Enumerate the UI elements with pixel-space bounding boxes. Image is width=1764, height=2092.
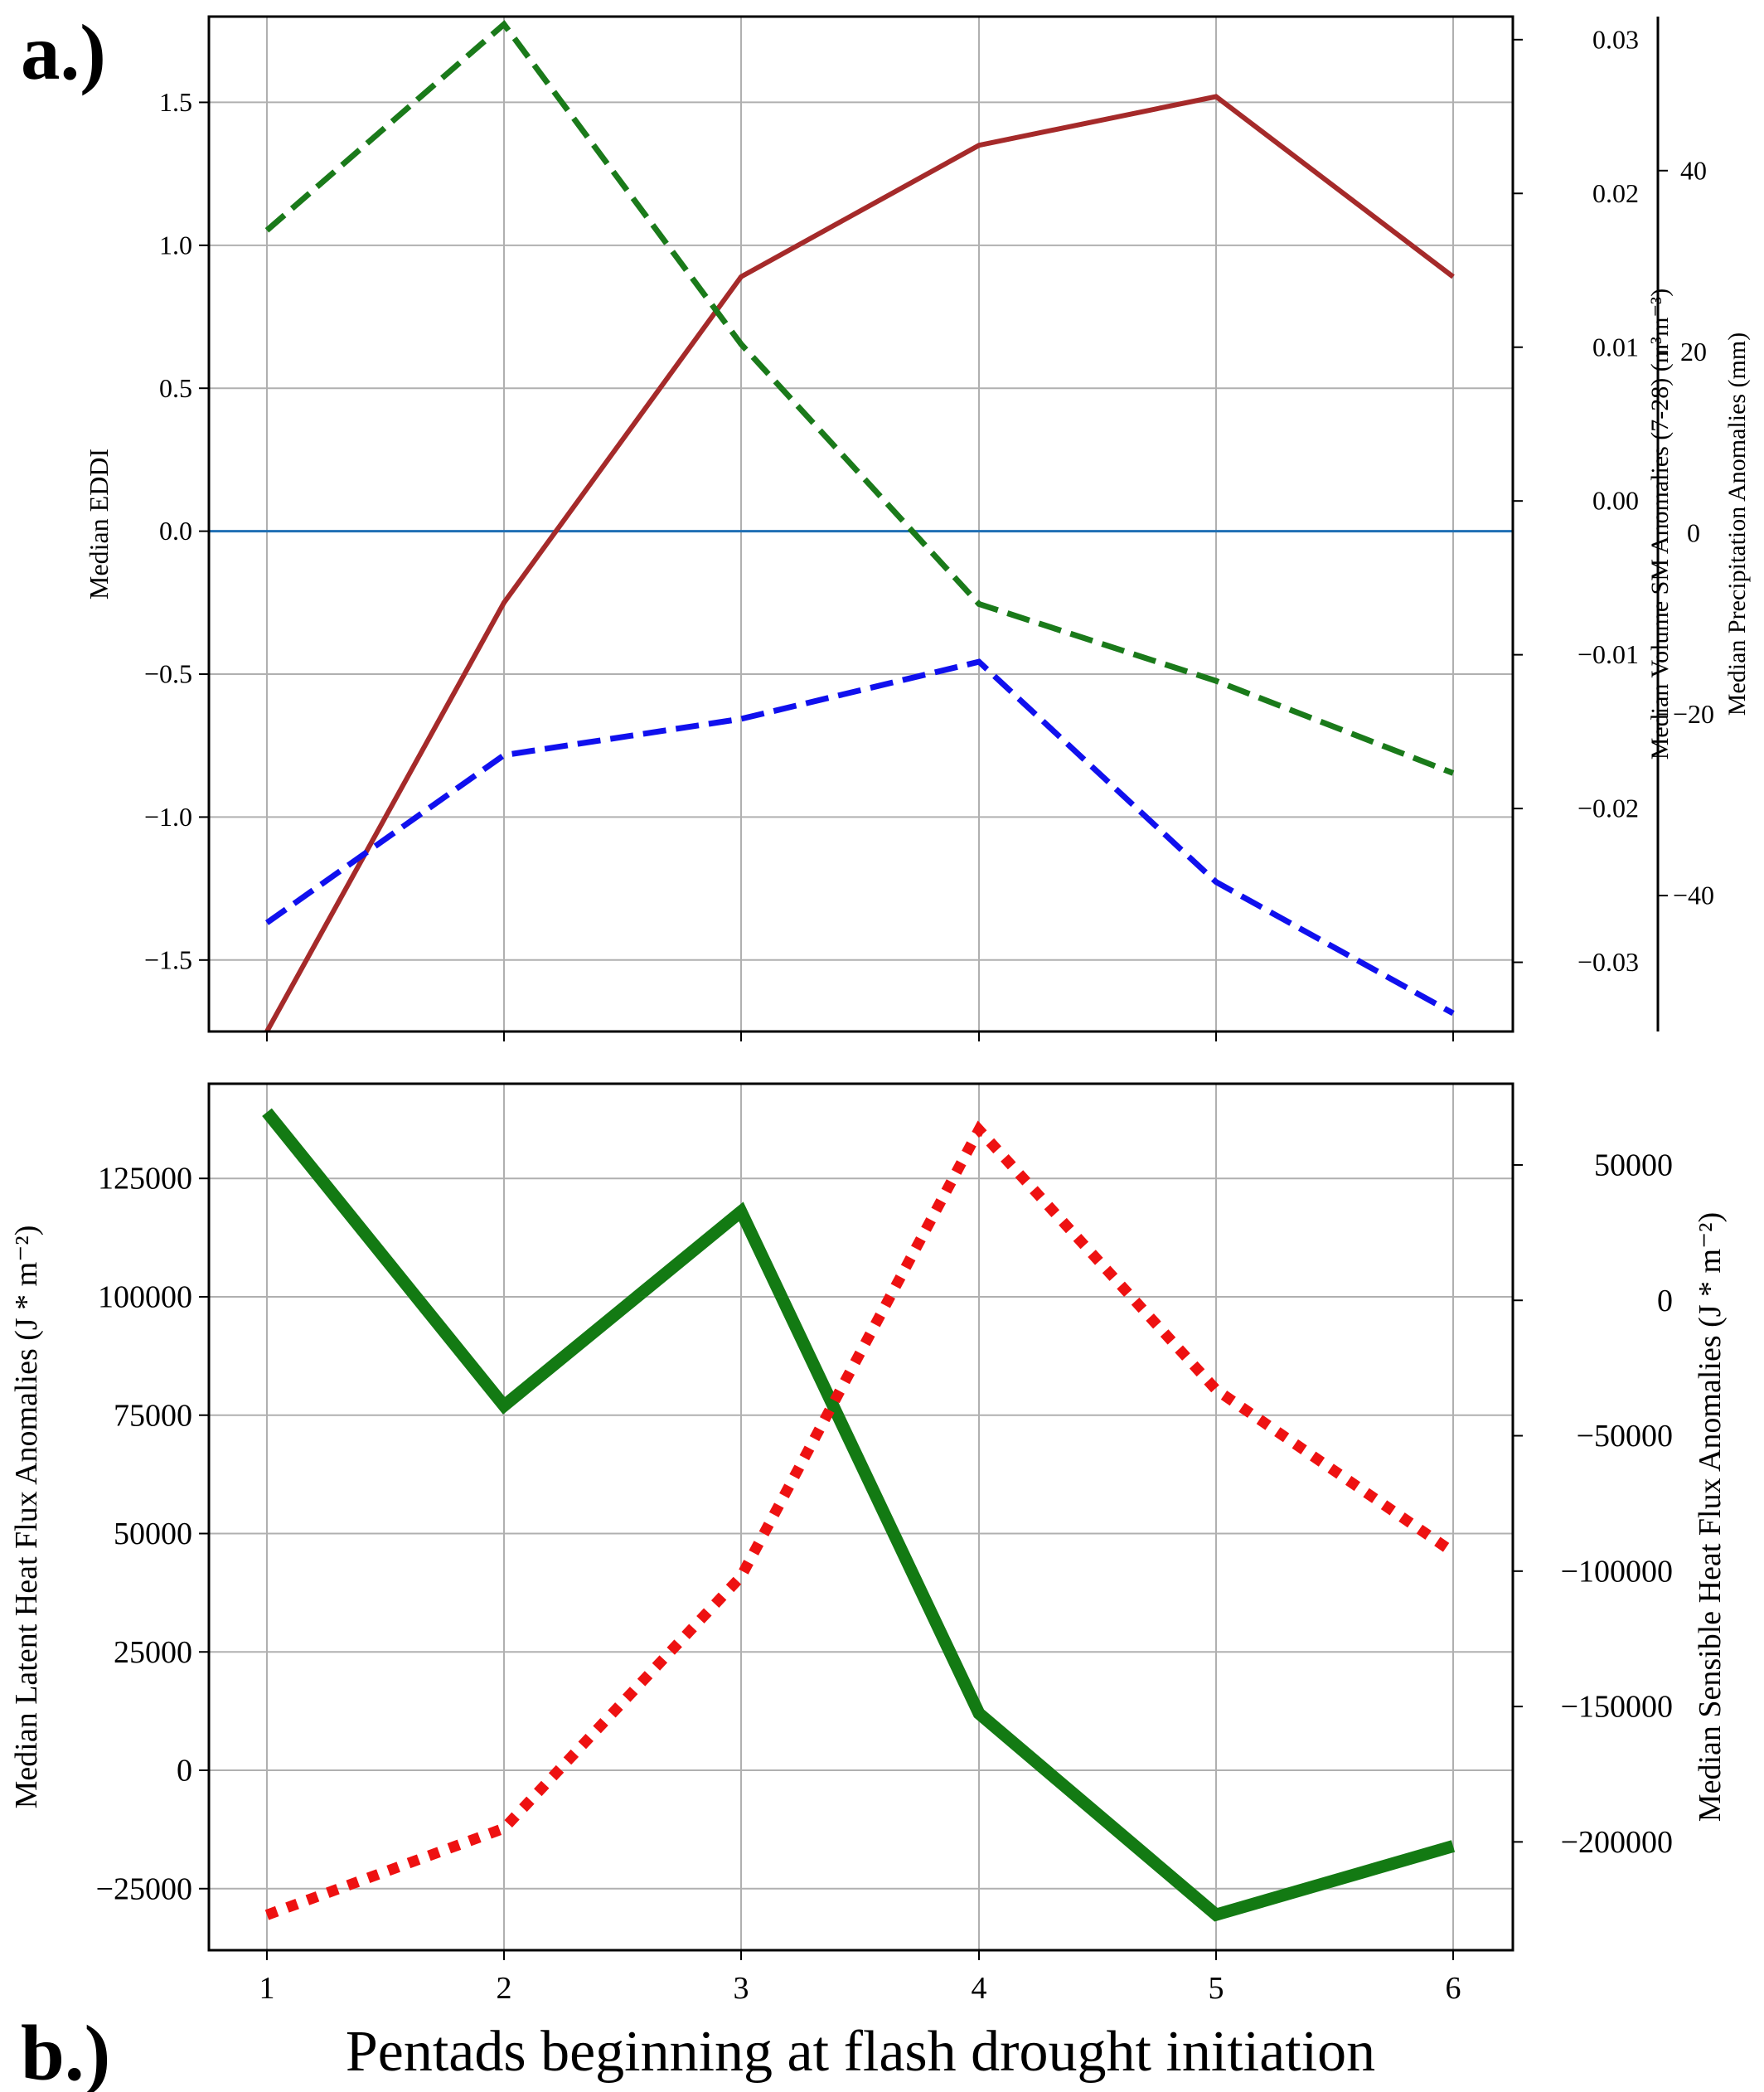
right-axis-title: Median Sensible Heat Flux Anomalies (J *… — [1693, 1212, 1728, 1822]
left-axis-tick-label: 0 — [177, 1754, 192, 1789]
left-axis-tick-label: −1.5 — [144, 944, 192, 974]
right-axis-title: Median Volume SM Anomalies (7-28) (m³m⁻³… — [1646, 289, 1674, 760]
series-line-3 — [264, 658, 1455, 1017]
chart-panel-b: −25000 0 25000 50000 75000 100000 125000 1 2 3 4 5 6… — [9, 1082, 1728, 2006]
left-axis-tick-label: −0.5 — [144, 659, 192, 689]
x-axis-tick-label: 2 — [497, 1971, 512, 2006]
left-axis-tick-label: 0.0 — [159, 516, 192, 546]
right-axis-tick-label: −200000 — [1561, 1825, 1673, 1860]
left-axis-title: Median Latent Heat Flux Anomalies (J * m… — [9, 1226, 44, 1809]
x-axis-tick-label: 6 — [1446, 1971, 1461, 2006]
left-axis-tick-label: 25000 — [114, 1635, 192, 1670]
left-axis-tick-label: 0.5 — [159, 373, 192, 403]
left-axis-tick-label: 75000 — [114, 1398, 192, 1433]
series-line-2 — [264, 20, 1455, 776]
series-line-2 — [264, 1120, 1456, 1920]
right-axis-tick-label: 0 — [1687, 517, 1700, 547]
left-axis-tick-label: 1.5 — [159, 87, 192, 117]
right-axis-tick-label: 0.01 — [1592, 332, 1639, 362]
x-axis-label: Pentads beginning at flash drought initi… — [346, 2020, 1375, 2084]
left-axis-tick-label: 1.0 — [159, 230, 192, 260]
plot-frame — [207, 15, 1514, 1033]
panel-label-b: b.) — [21, 2009, 110, 2092]
left-axis-tick-label: 50000 — [114, 1517, 192, 1551]
right-axis-tick-label: 0.00 — [1592, 486, 1639, 516]
right-axis-tick-label: 20 — [1680, 337, 1707, 366]
right-axis-tick-label: −20 — [1673, 699, 1714, 729]
chart-panel-a: −1.5 −1.0 −0.5 0.0 0.5 1.0 1.5 −0.03 −0.02 −0.01 0… — [84, 15, 1751, 1041]
x-axis-tick-label: 4 — [972, 1971, 987, 2006]
right-axis-tick-label: −40 — [1673, 881, 1714, 910]
series-line-1 — [262, 1108, 1456, 1922]
right-axis-tick-label: 0.03 — [1592, 24, 1639, 54]
right-axis-tick-label: 0.02 — [1592, 178, 1639, 208]
right-axis-tick-label: 50000 — [1594, 1148, 1673, 1183]
panel-label-a: a.) — [21, 8, 106, 96]
left-axis-tick-label: 100000 — [98, 1280, 192, 1315]
x-axis-tick-label: 1 — [259, 1971, 275, 2006]
left-axis-tick-label: −1.0 — [144, 802, 192, 832]
right-axis-tick-label: −0.02 — [1577, 794, 1639, 823]
left-axis-tick-label: 125000 — [98, 1162, 192, 1196]
left-axis-title: Median EDDI — [84, 449, 114, 599]
x-axis-tick-label: 5 — [1209, 1971, 1224, 2006]
plot-frame — [207, 1082, 1514, 1952]
right-axis-tick-label: 40 — [1680, 155, 1707, 185]
right-axis-tick-label: 0 — [1657, 1284, 1673, 1318]
right-axis-tick-label: −50000 — [1577, 1419, 1673, 1454]
series-line-1 — [264, 94, 1455, 1033]
right-axis-tick-label: −0.03 — [1577, 947, 1639, 977]
right-axis-title: Median Precipitation Anomalies (mm) — [1723, 332, 1751, 716]
right-axis-tick-label: −100000 — [1561, 1554, 1673, 1589]
right-axis-tick-label: −0.01 — [1577, 639, 1639, 669]
right-axis-tick-label: −150000 — [1561, 1690, 1673, 1725]
x-axis-tick-label: 3 — [734, 1971, 749, 2006]
left-axis-tick-label: −25000 — [96, 1871, 192, 1906]
